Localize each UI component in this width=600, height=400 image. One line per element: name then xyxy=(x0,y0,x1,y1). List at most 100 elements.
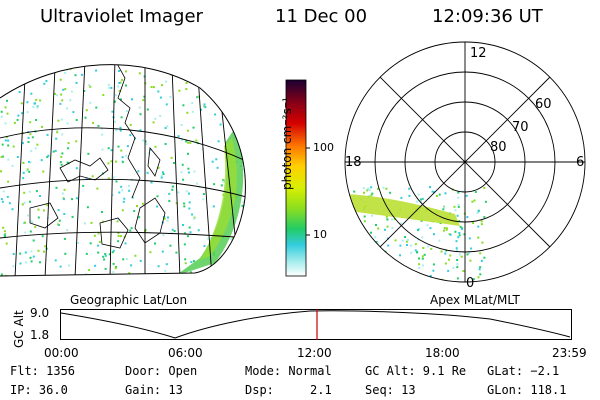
map-speckle xyxy=(165,263,168,266)
map-speckle xyxy=(173,230,176,233)
door-status: Door: Open xyxy=(125,364,198,378)
polar-speckle xyxy=(369,238,372,241)
polar-speckle xyxy=(473,199,476,202)
polar-speckle xyxy=(483,216,486,219)
map-speckle xyxy=(32,106,35,108)
map-speckle xyxy=(11,208,14,211)
map-speckle xyxy=(103,258,106,261)
map-speckle xyxy=(84,222,86,225)
polar-speckle xyxy=(421,236,424,239)
polar-speckle xyxy=(357,223,359,226)
polar-speckle xyxy=(360,278,363,281)
map-speckle xyxy=(34,225,37,228)
map-speckle xyxy=(0,198,3,201)
polar-speckle xyxy=(369,257,372,260)
map-speckle xyxy=(77,242,80,244)
polar-speckle xyxy=(456,266,459,269)
map-speckle xyxy=(75,140,78,143)
polar-speckle xyxy=(393,218,396,221)
map-speckle xyxy=(61,192,64,195)
polar-speckle xyxy=(400,222,403,225)
map-speckle xyxy=(169,244,172,247)
map-speckle xyxy=(1,155,4,158)
map-speckle xyxy=(101,148,104,151)
map-speckle xyxy=(121,189,124,192)
map-speckle xyxy=(89,242,92,245)
polar-speckle xyxy=(431,190,434,193)
polar-speckle xyxy=(478,268,481,271)
map-speckle xyxy=(42,170,45,173)
polar-speckle xyxy=(429,186,431,189)
polar-speckle xyxy=(370,186,373,189)
map-speckle xyxy=(184,73,187,76)
polar-speckle xyxy=(461,285,463,287)
map-speckle xyxy=(160,176,163,179)
map-speckle xyxy=(119,81,122,84)
polar-speckle xyxy=(375,241,378,243)
map-speckle xyxy=(146,171,149,174)
polar-speckle xyxy=(477,225,480,228)
flight-number: Flt: 1356 xyxy=(10,364,76,378)
map-speckle xyxy=(56,131,59,134)
latitude-grid xyxy=(0,127,246,239)
map-speckle xyxy=(3,230,6,233)
map-speckle xyxy=(20,102,23,105)
polar-speckle xyxy=(472,278,475,281)
polar-speckle xyxy=(354,277,357,280)
map-speckle xyxy=(121,209,124,212)
map-speckle xyxy=(164,269,167,272)
map-speckle xyxy=(165,80,168,83)
polar-speckle xyxy=(432,269,435,272)
polar-speckle xyxy=(458,234,461,237)
polar-speckle xyxy=(415,272,418,275)
map-speckle xyxy=(57,223,59,226)
map-speckle xyxy=(23,201,26,204)
map-speckle xyxy=(157,166,160,169)
map-speckle xyxy=(167,216,169,219)
map-speckle xyxy=(220,90,223,92)
polar-speckle xyxy=(438,239,441,242)
map-speckle xyxy=(219,123,222,126)
map-speckle xyxy=(202,198,205,201)
map-speckle xyxy=(180,171,183,174)
map-speckle xyxy=(64,252,67,255)
map-speckle xyxy=(110,149,113,152)
map-speckle xyxy=(189,231,192,234)
map-speckle xyxy=(4,233,7,236)
polar-speckle xyxy=(462,270,465,272)
polar-speckle xyxy=(345,217,348,220)
map-speckle xyxy=(182,178,185,181)
map-speckle xyxy=(60,155,63,158)
map-speckle xyxy=(25,71,28,74)
map-speckle xyxy=(4,235,6,238)
polar-speckle xyxy=(353,283,355,285)
map-speckle xyxy=(117,218,120,221)
map-speckle xyxy=(128,272,131,275)
polar-speckle xyxy=(457,236,460,239)
polar-speckle xyxy=(479,266,482,269)
map-speckle xyxy=(242,224,244,227)
map-speckle xyxy=(29,256,32,259)
polar-speckle xyxy=(477,236,480,239)
polar-speckle xyxy=(370,194,373,197)
polar-speckle xyxy=(430,247,433,250)
map-speckle xyxy=(211,160,214,163)
map-speckle xyxy=(30,260,33,263)
map-speckle xyxy=(172,273,175,276)
polar-speckle xyxy=(455,240,458,243)
map-speckle xyxy=(224,108,227,111)
map-speckle xyxy=(193,216,196,219)
map-speckle xyxy=(46,133,49,136)
map-speckle xyxy=(111,193,114,196)
map-speckle xyxy=(182,224,184,226)
altitude-plot xyxy=(60,309,572,340)
polar-speckle xyxy=(348,204,351,207)
polar-speckle xyxy=(453,205,456,208)
map-speckle xyxy=(32,70,35,73)
map-speckle xyxy=(6,195,9,198)
polar-speckle xyxy=(363,215,366,218)
map-speckle xyxy=(92,121,95,124)
polar-speckle xyxy=(350,205,353,208)
polar-speckle xyxy=(384,228,386,231)
map-speckle xyxy=(74,74,77,77)
